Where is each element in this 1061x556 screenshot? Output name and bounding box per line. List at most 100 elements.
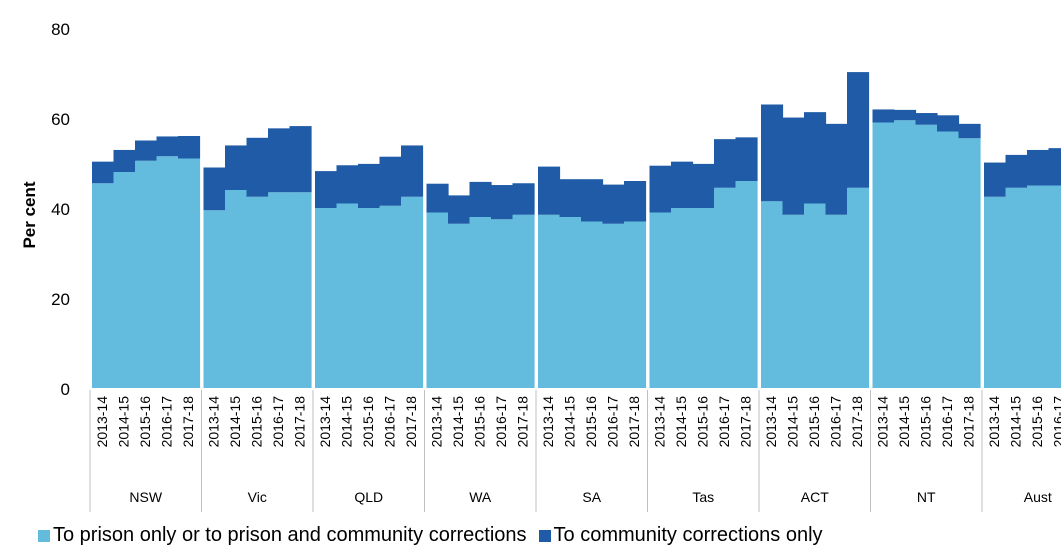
x-tick-label-year: 2017-18 <box>403 396 419 448</box>
bar-community <box>894 109 917 121</box>
bar-prison <box>315 208 338 388</box>
bar-community <box>958 123 981 139</box>
x-tick-label-year: 2016-17 <box>939 396 955 448</box>
bar-prison <box>512 214 535 388</box>
bar-prison <box>92 183 115 388</box>
bar-prison <box>491 219 514 388</box>
bar-community <box>135 140 158 161</box>
bar-community <box>289 126 312 193</box>
bar-community <box>538 166 561 215</box>
legend-label-community: To community corrections only <box>553 524 823 546</box>
x-tick-label-year: 2015-16 <box>1029 396 1045 448</box>
x-axis: 2013-14 2014-15 2015-16 2016-17 2017-18 NSW 20… <box>89 390 1061 512</box>
bar-prison <box>671 208 694 388</box>
y-tick-label: 0 <box>61 380 70 399</box>
legend: To prison only or to prison and communit… <box>38 524 835 547</box>
y-axis: 0 20 40 60 80 <box>51 20 70 399</box>
bar-community <box>761 104 784 202</box>
bar-series <box>92 72 1061 388</box>
bar-prison <box>401 196 424 388</box>
bar-community <box>984 162 1007 197</box>
x-tick-label-year: 2013-14 <box>763 396 779 448</box>
x-tick-label-year: 2014-15 <box>450 396 466 448</box>
x-group-label: SA <box>582 489 601 505</box>
bar-community <box>512 183 535 215</box>
bar-community <box>203 167 226 211</box>
bar-prison <box>289 192 312 388</box>
x-tick-label-year: 2015-16 <box>248 396 264 448</box>
bar-community <box>714 139 737 188</box>
bar-prison <box>538 214 561 388</box>
bar-prison <box>379 205 402 388</box>
x-tick-label-year: 2017-18 <box>180 396 196 448</box>
x-group-label: NSW <box>129 489 162 505</box>
bar-community <box>581 179 604 222</box>
bar-prison <box>559 217 582 388</box>
x-tick-label-year: 2015-16 <box>694 396 710 448</box>
x-tick-label-year: 2014-15 <box>338 396 354 448</box>
y-tick-label: 20 <box>51 290 70 309</box>
x-tick-label-year: 2015-16 <box>471 396 487 448</box>
bar-community <box>358 163 381 208</box>
bar-community <box>113 149 136 172</box>
bar-community <box>246 137 269 197</box>
bar-community <box>225 145 248 190</box>
bar-community <box>491 185 514 220</box>
y-tick-label: 80 <box>51 20 70 39</box>
x-tick-label-year: 2013-14 <box>540 396 556 448</box>
bar-prison <box>581 221 604 388</box>
legend-swatch-prison <box>38 529 50 542</box>
bar-community <box>336 165 359 204</box>
x-group-label: Tas <box>692 489 714 505</box>
x-tick-label-year: 2017-18 <box>737 396 753 448</box>
x-tick-label-year: 2014-15 <box>115 396 131 448</box>
x-tick-label-year: 2013-14 <box>651 396 667 448</box>
bar-community <box>847 72 870 188</box>
bar-community <box>448 195 471 224</box>
x-tick-label-year: 2013-14 <box>986 396 1002 448</box>
bar-prison <box>624 221 647 388</box>
x-group-label: Aust <box>1024 489 1052 505</box>
legend-item-prison: To prison only or to prison and communit… <box>38 524 527 547</box>
bar-community <box>671 161 694 208</box>
bar-prison <box>469 217 492 388</box>
bar-prison <box>872 122 895 388</box>
bar-prison <box>735 181 758 388</box>
bar-prison <box>135 160 158 388</box>
x-tick-label-year: 2017-18 <box>960 396 976 448</box>
bar-prison <box>1048 185 1061 388</box>
x-tick-label-year: 2017-18 <box>514 396 530 448</box>
bar-prison <box>178 158 201 388</box>
x-tick-label-year: 2016-17 <box>381 396 397 448</box>
x-tick-label-year: 2014-15 <box>784 396 800 448</box>
bar-community <box>1005 154 1028 188</box>
bar-community <box>782 117 805 215</box>
bar-community <box>872 109 895 123</box>
bar-prison <box>426 212 449 388</box>
bar-community <box>804 112 827 204</box>
bar-community <box>602 184 625 224</box>
bar-prison <box>937 131 960 388</box>
x-tick-label-year: 2016-17 <box>493 396 509 448</box>
bar-prison <box>984 196 1007 388</box>
bar-community <box>178 136 201 159</box>
bar-prison <box>714 187 737 388</box>
x-tick-label-year: 2016-17 <box>270 396 286 448</box>
x-tick-label-year: 2014-15 <box>896 396 912 448</box>
bar-community <box>1048 148 1061 186</box>
x-tick-label-year: 2014-15 <box>673 396 689 448</box>
bar-prison <box>761 201 784 388</box>
x-group-label: QLD <box>354 489 383 505</box>
bar-prison <box>804 203 827 388</box>
bar-community <box>469 181 492 217</box>
x-tick-label-year: 2014-15 <box>227 396 243 448</box>
x-tick-label-year: 2013-14 <box>94 396 110 448</box>
bar-community <box>92 161 115 184</box>
bar-community <box>735 137 758 181</box>
bar-prison <box>358 208 381 388</box>
x-tick-label-year: 2015-16 <box>583 396 599 448</box>
bar-community <box>825 123 848 215</box>
legend-label-prison: To prison only or to prison and communit… <box>53 524 527 546</box>
bar-prison <box>782 214 805 388</box>
bar-prison <box>958 138 981 388</box>
